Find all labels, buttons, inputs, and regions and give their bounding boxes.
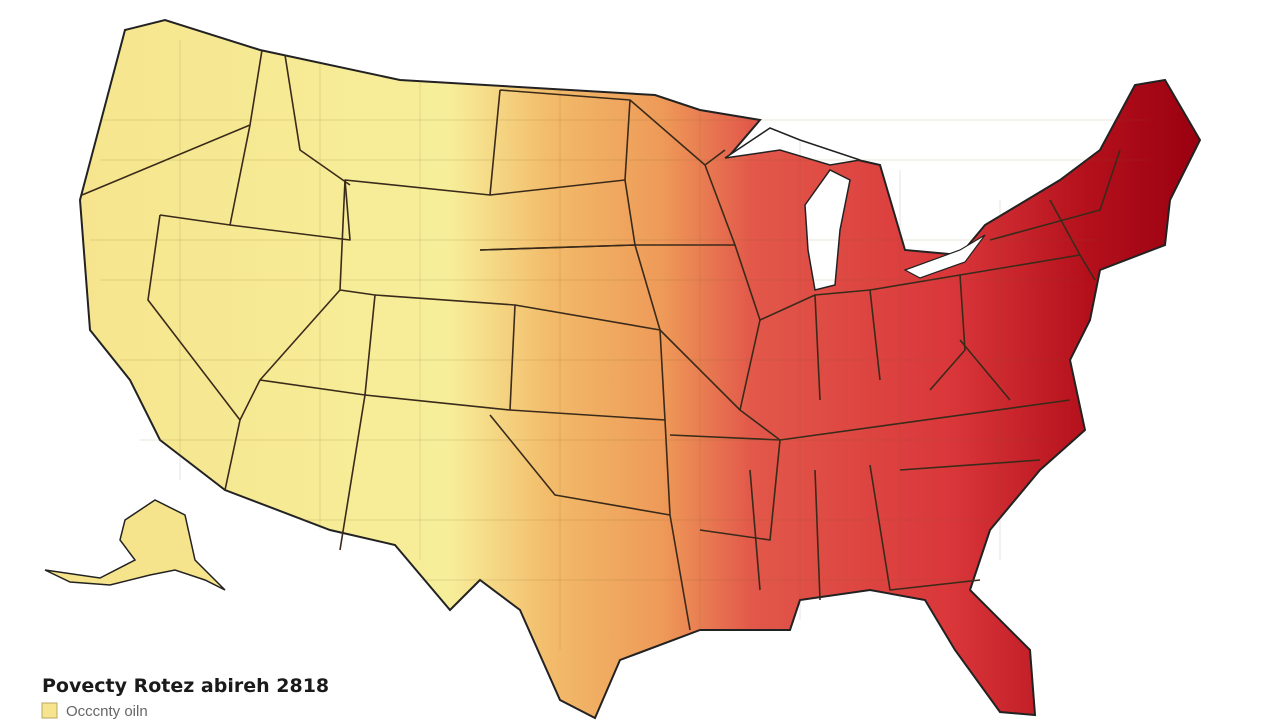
alaska	[44, 499, 226, 591]
map-title: Povecty Rotez abireh 2818	[42, 675, 329, 697]
lake-superior	[724, 127, 861, 166]
county-lines	[90, 40, 1150, 650]
lake-erie	[903, 234, 986, 279]
contiguous-us	[78, 18, 1202, 720]
us-map	[44, 18, 1202, 720]
state-borders	[81, 49, 1121, 631]
legend-label: Occcnty oiln	[66, 703, 148, 720]
lake-michigan	[804, 169, 851, 291]
legend-swatch	[41, 702, 58, 719]
